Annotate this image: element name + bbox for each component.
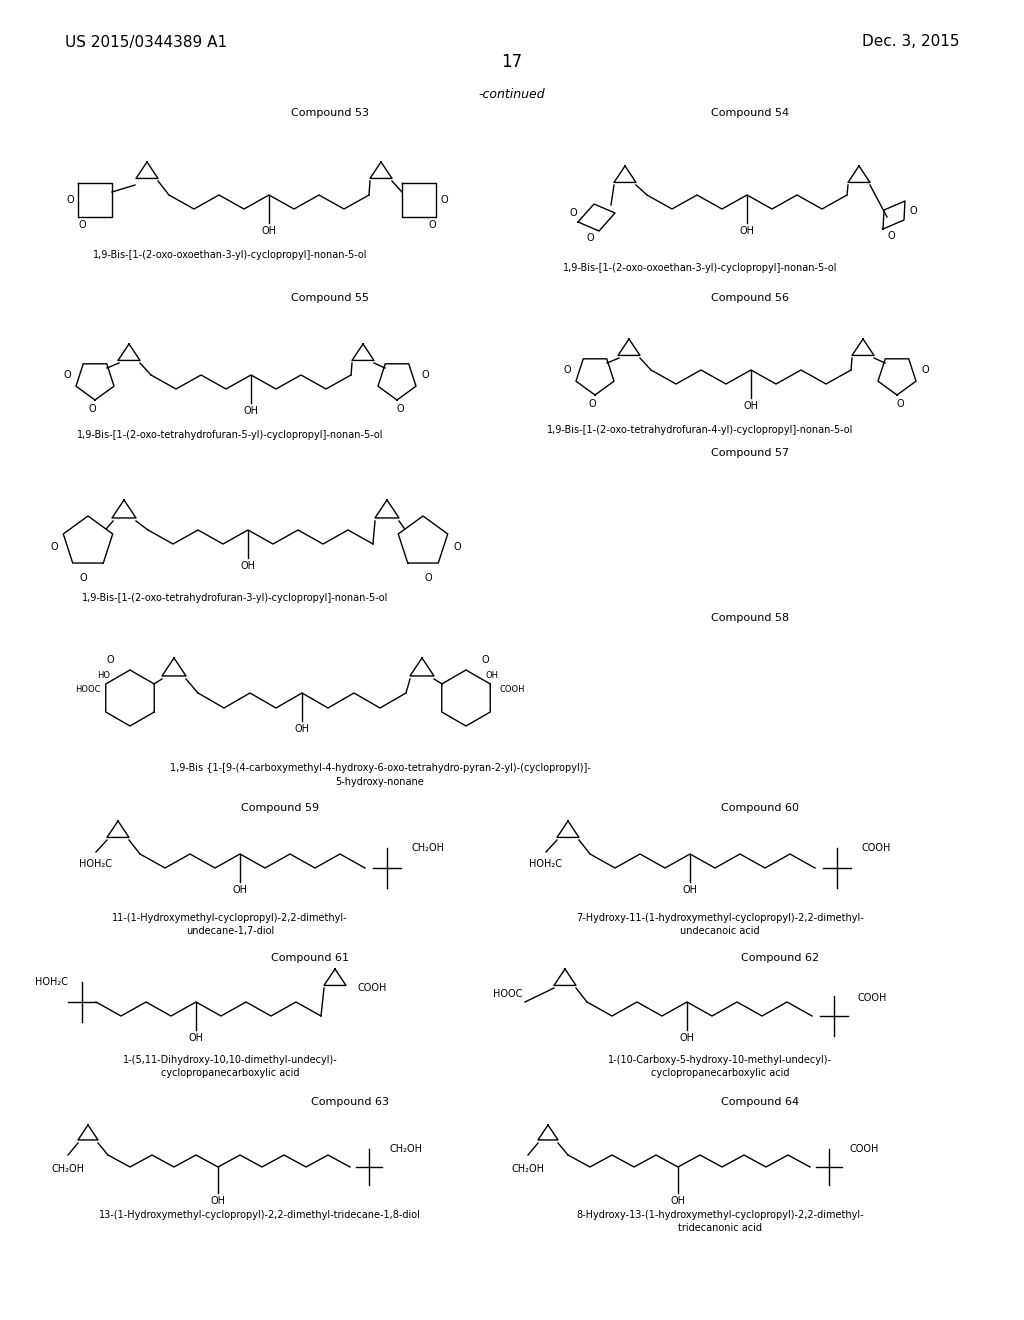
Text: undecanoic acid: undecanoic acid [680, 927, 760, 936]
Text: OH: OH [188, 1034, 204, 1043]
Text: OH: OH [683, 884, 697, 895]
Text: HO: HO [97, 671, 111, 680]
Text: Compound 64: Compound 64 [721, 1097, 799, 1107]
Text: CH₂OH: CH₂OH [411, 843, 444, 853]
Text: O: O [887, 231, 895, 242]
Text: O: O [67, 195, 74, 205]
Text: O: O [563, 366, 570, 375]
Text: HOH₂C: HOH₂C [529, 859, 562, 869]
Text: 17: 17 [502, 53, 522, 71]
Text: 1,9-Bis-[1-(2-oxo-oxoethan-3-yl)-cyclopropyl]-nonan-5-ol: 1,9-Bis-[1-(2-oxo-oxoethan-3-yl)-cyclopr… [563, 263, 838, 273]
Text: COOH: COOH [858, 993, 888, 1003]
Text: O: O [421, 370, 429, 380]
Text: COOH: COOH [861, 843, 891, 853]
Text: Compound 60: Compound 60 [721, 803, 799, 813]
Text: OH: OH [211, 1196, 225, 1206]
Text: 8-Hydroxy-13-(1-hydroxymethyl-cyclopropyl)-2,2-dimethyl-: 8-Hydroxy-13-(1-hydroxymethyl-cyclopropy… [577, 1210, 864, 1220]
Text: O: O [424, 573, 432, 583]
Text: Compound 63: Compound 63 [311, 1097, 389, 1107]
Text: COOH: COOH [500, 685, 524, 694]
Text: Dec. 3, 2015: Dec. 3, 2015 [862, 34, 961, 49]
Text: OH: OH [485, 671, 499, 680]
Text: HOOC: HOOC [493, 989, 522, 999]
Text: O: O [586, 234, 594, 243]
Text: COOH: COOH [850, 1144, 880, 1154]
Text: 13-(1-Hydroxymethyl-cyclopropyl)-2,2-dimethyl-tridecane-1,8-diol: 13-(1-Hydroxymethyl-cyclopropyl)-2,2-dim… [99, 1210, 421, 1220]
Text: 11-(1-Hydroxymethyl-cyclopropyl)-2,2-dimethyl-: 11-(1-Hydroxymethyl-cyclopropyl)-2,2-dim… [113, 913, 348, 923]
Text: Compound 53: Compound 53 [291, 108, 369, 117]
Text: O: O [481, 655, 489, 665]
Text: Compound 58: Compound 58 [711, 612, 790, 623]
Text: OH: OH [241, 561, 256, 572]
Text: O: O [588, 399, 596, 409]
Text: O: O [569, 209, 577, 218]
Text: O: O [909, 206, 916, 216]
Text: OH: OH [680, 1034, 694, 1043]
Text: 7-Hydroxy-11-(1-hydroxymethyl-cyclopropyl)-2,2-dimethyl-: 7-Hydroxy-11-(1-hydroxymethyl-cyclopropy… [577, 913, 864, 923]
Text: Compound 61: Compound 61 [271, 953, 349, 964]
Text: O: O [428, 220, 436, 230]
Text: OH: OH [743, 401, 759, 411]
Text: Compound 59: Compound 59 [241, 803, 319, 813]
Text: Compound 56: Compound 56 [711, 293, 790, 304]
Text: HOH₂C: HOH₂C [35, 977, 68, 987]
Text: O: O [896, 399, 904, 409]
Text: O: O [78, 220, 86, 230]
Text: 5-hydroxy-nonane: 5-hydroxy-nonane [336, 777, 424, 787]
Text: CH₂OH: CH₂OH [390, 1144, 423, 1154]
Text: O: O [922, 366, 929, 375]
Text: HOH₂C: HOH₂C [80, 859, 113, 869]
Text: OH: OH [244, 407, 258, 416]
Text: tridecanonic acid: tridecanonic acid [678, 1224, 762, 1233]
Text: 1,9-Bis-[1-(2-oxo-tetrahydrofuran-3-yl)-cyclopropyl]-nonan-5-ol: 1,9-Bis-[1-(2-oxo-tetrahydrofuran-3-yl)-… [82, 593, 388, 603]
Text: OH: OH [232, 884, 248, 895]
Text: O: O [63, 370, 71, 380]
Text: cyclopropanecarboxylic acid: cyclopropanecarboxylic acid [161, 1068, 299, 1078]
Text: HOOC: HOOC [75, 685, 100, 694]
Text: Compound 57: Compound 57 [711, 447, 790, 458]
Text: O: O [106, 655, 115, 665]
Text: O: O [396, 404, 403, 414]
Text: Compound 55: Compound 55 [291, 293, 369, 304]
Text: 1,9-Bis {1-[9-(4-carboxymethyl-4-hydroxy-6-oxo-tetrahydro-pyran-2-yl)-(cycloprop: 1,9-Bis {1-[9-(4-carboxymethyl-4-hydroxy… [170, 763, 591, 774]
Text: OH: OH [261, 226, 276, 236]
Text: COOH: COOH [357, 983, 386, 993]
Text: OH: OH [295, 723, 309, 734]
Text: O: O [440, 195, 447, 205]
Text: O: O [79, 573, 87, 583]
Text: Compound 54: Compound 54 [711, 108, 790, 117]
Text: 1-(5,11-Dihydroxy-10,10-dimethyl-undecyl)-: 1-(5,11-Dihydroxy-10,10-dimethyl-undecyl… [123, 1055, 337, 1065]
Text: OH: OH [671, 1196, 685, 1206]
Text: O: O [88, 404, 96, 414]
Text: O: O [50, 543, 57, 552]
Text: 1-(10-Carboxy-5-hydroxy-10-methyl-undecyl)-: 1-(10-Carboxy-5-hydroxy-10-methyl-undecy… [608, 1055, 831, 1065]
Text: 1,9-Bis-[1-(2-oxo-oxoethan-3-yl)-cyclopropyl]-nonan-5-ol: 1,9-Bis-[1-(2-oxo-oxoethan-3-yl)-cyclopr… [93, 249, 368, 260]
Text: 1,9-Bis-[1-(2-oxo-tetrahydrofuran-4-yl)-cyclopropyl]-nonan-5-ol: 1,9-Bis-[1-(2-oxo-tetrahydrofuran-4-yl)-… [547, 425, 853, 436]
Text: undecane-1,7-diol: undecane-1,7-diol [186, 927, 274, 936]
Text: -continued: -continued [478, 88, 546, 102]
Text: OH: OH [739, 226, 755, 236]
Text: CH₂OH: CH₂OH [512, 1164, 545, 1173]
Text: CH₂OH: CH₂OH [51, 1164, 85, 1173]
Text: cyclopropanecarboxylic acid: cyclopropanecarboxylic acid [650, 1068, 790, 1078]
Text: O: O [454, 543, 461, 552]
Text: 1,9-Bis-[1-(2-oxo-tetrahydrofuran-5-yl)-cyclopropyl]-nonan-5-ol: 1,9-Bis-[1-(2-oxo-tetrahydrofuran-5-yl)-… [77, 430, 383, 440]
Text: US 2015/0344389 A1: US 2015/0344389 A1 [65, 34, 227, 49]
Text: Compound 62: Compound 62 [741, 953, 819, 964]
